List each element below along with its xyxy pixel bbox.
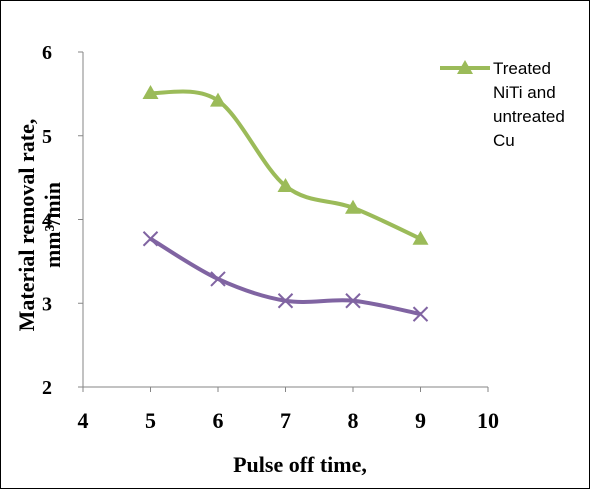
- legend-marker: [457, 60, 473, 74]
- y-axis-title: Material removal rate, mm³/min: [14, 119, 65, 332]
- y-axis-title-line: mm³/min: [40, 182, 65, 268]
- marker: [277, 178, 294, 192]
- marker: [277, 293, 294, 309]
- y-tick-label: 5: [42, 126, 52, 148]
- x-tick-label: 7: [280, 408, 291, 433]
- x-tick-label: 9: [415, 408, 426, 433]
- x-tick-label: 4: [78, 408, 89, 433]
- marker: [345, 293, 361, 309]
- marker: [210, 92, 226, 107]
- y-tick-label: 2: [42, 377, 52, 399]
- x-tick-label: 8: [348, 408, 359, 433]
- legend-label-box: Treated NiTi and untreated Cu: [493, 59, 565, 150]
- x-axis-title: Pulse off time,: [233, 452, 367, 477]
- marker: [142, 85, 159, 100]
- marker: [412, 306, 429, 322]
- marker: [345, 199, 361, 214]
- marker: [210, 271, 226, 287]
- y-tick-label: 3: [42, 293, 52, 315]
- y-tick-label: 6: [42, 42, 52, 64]
- x-tick-label: 6: [213, 408, 224, 433]
- legend-label: Treated NiTi and untreated Cu: [493, 59, 565, 150]
- x-tick-label: 5: [145, 408, 156, 433]
- y-axis-title-line: Material removal rate,: [14, 119, 39, 332]
- x-tick-label: 10: [477, 408, 499, 433]
- marker: [142, 231, 159, 247]
- y-tick-label: 4: [42, 210, 52, 232]
- marker: [412, 230, 429, 245]
